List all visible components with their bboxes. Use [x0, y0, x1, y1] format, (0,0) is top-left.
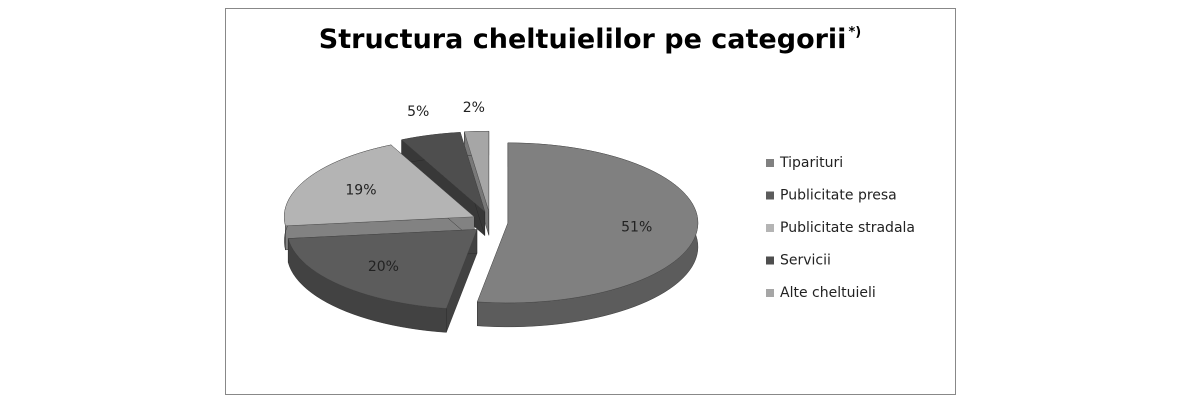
legend-label: Publicitate presa — [780, 188, 897, 204]
pie — [284, 131, 699, 333]
legend: Tiparituri Publicitate presa Publicitate s… — [766, 155, 915, 301]
slice — [287, 229, 478, 309]
chart-title: Structura cheltuielilor pe categorii — [319, 24, 847, 55]
data-label: 19% — [345, 183, 376, 199]
slice — [284, 144, 475, 227]
data-label: 20% — [368, 259, 399, 275]
title-note: *) — [848, 25, 861, 40]
legend-swatch — [766, 159, 774, 167]
legend-swatch — [766, 224, 774, 232]
data-label: 5% — [407, 104, 429, 120]
legend-swatch — [766, 191, 774, 200]
legend-label: Alte cheltuieli — [780, 285, 876, 301]
legend-label: Tiparituri — [779, 155, 843, 171]
slice — [477, 142, 699, 304]
data-label: 2% — [463, 100, 485, 116]
data-label: 51% — [621, 219, 652, 235]
legend-label: Servicii — [780, 253, 831, 269]
slice — [401, 132, 486, 213]
legend-label: Publicitate stradala — [780, 220, 915, 236]
legend-swatch — [766, 289, 774, 297]
legend-swatch — [766, 256, 774, 265]
chart-title-text: Structura cheltuielilor pe categorii *) — [319, 24, 861, 55]
slice — [464, 131, 490, 212]
